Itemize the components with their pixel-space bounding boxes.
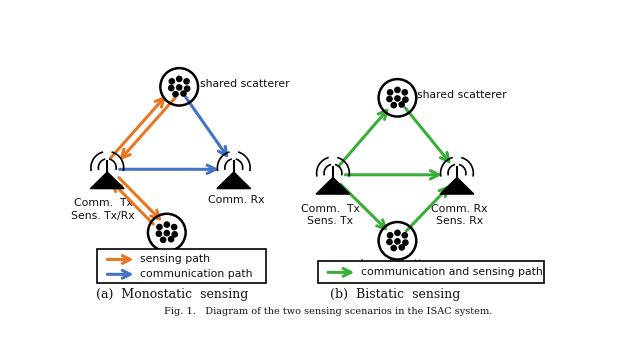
Text: Comm. Rx: Comm. Rx: [208, 195, 264, 205]
Text: sensing path: sensing path: [140, 255, 209, 265]
Polygon shape: [90, 172, 124, 188]
Ellipse shape: [164, 222, 170, 227]
Ellipse shape: [395, 239, 400, 244]
Text: shared scatterer: shared scatterer: [200, 79, 290, 89]
Text: Comm.  Tx
Sens. Tx/Rx: Comm. Tx Sens. Tx/Rx: [72, 198, 135, 221]
Ellipse shape: [181, 91, 186, 96]
Ellipse shape: [403, 240, 408, 245]
Polygon shape: [217, 172, 251, 188]
Ellipse shape: [184, 79, 189, 84]
Text: (a)  Monostatic  sensing: (a) Monostatic sensing: [95, 288, 248, 301]
Text: sensing scatterer: sensing scatterer: [125, 252, 219, 262]
Ellipse shape: [402, 233, 408, 238]
Ellipse shape: [177, 76, 182, 81]
Ellipse shape: [168, 237, 173, 242]
Ellipse shape: [168, 85, 174, 91]
Ellipse shape: [387, 233, 393, 238]
Ellipse shape: [395, 230, 400, 236]
Ellipse shape: [184, 86, 190, 91]
Ellipse shape: [169, 79, 175, 84]
Text: Comm.  Tx
Sens. Tx: Comm. Tx Sens. Tx: [301, 203, 360, 226]
Text: communication and sensing path: communication and sensing path: [361, 267, 543, 277]
Polygon shape: [440, 177, 474, 194]
Ellipse shape: [172, 232, 177, 237]
Ellipse shape: [387, 90, 393, 95]
Ellipse shape: [395, 87, 400, 92]
Ellipse shape: [391, 246, 396, 251]
Text: shared scatterer: shared scatterer: [417, 90, 507, 100]
Text: Comm. Rx
Sens. Rx: Comm. Rx Sens. Rx: [431, 203, 488, 226]
Ellipse shape: [161, 237, 166, 242]
Ellipse shape: [173, 91, 178, 97]
Text: shared scatterer: shared scatterer: [355, 260, 445, 270]
Ellipse shape: [156, 231, 161, 236]
Polygon shape: [316, 177, 350, 194]
Ellipse shape: [164, 231, 170, 236]
Ellipse shape: [395, 96, 400, 101]
Text: (b)  Bistatic  sensing: (b) Bistatic sensing: [330, 288, 460, 301]
Ellipse shape: [402, 90, 408, 95]
FancyBboxPatch shape: [318, 261, 544, 283]
FancyBboxPatch shape: [97, 249, 266, 283]
Ellipse shape: [403, 97, 408, 102]
Ellipse shape: [391, 102, 396, 108]
Ellipse shape: [177, 85, 182, 90]
Ellipse shape: [399, 245, 404, 250]
Ellipse shape: [387, 239, 392, 245]
Ellipse shape: [157, 225, 162, 230]
Ellipse shape: [387, 96, 392, 102]
Ellipse shape: [399, 102, 404, 107]
Text: Fig. 1.   Diagram of the two sensing scenarios in the ISAC system.: Fig. 1. Diagram of the two sensing scena…: [164, 307, 492, 316]
Text: communication path: communication path: [140, 269, 252, 279]
Ellipse shape: [172, 225, 177, 230]
